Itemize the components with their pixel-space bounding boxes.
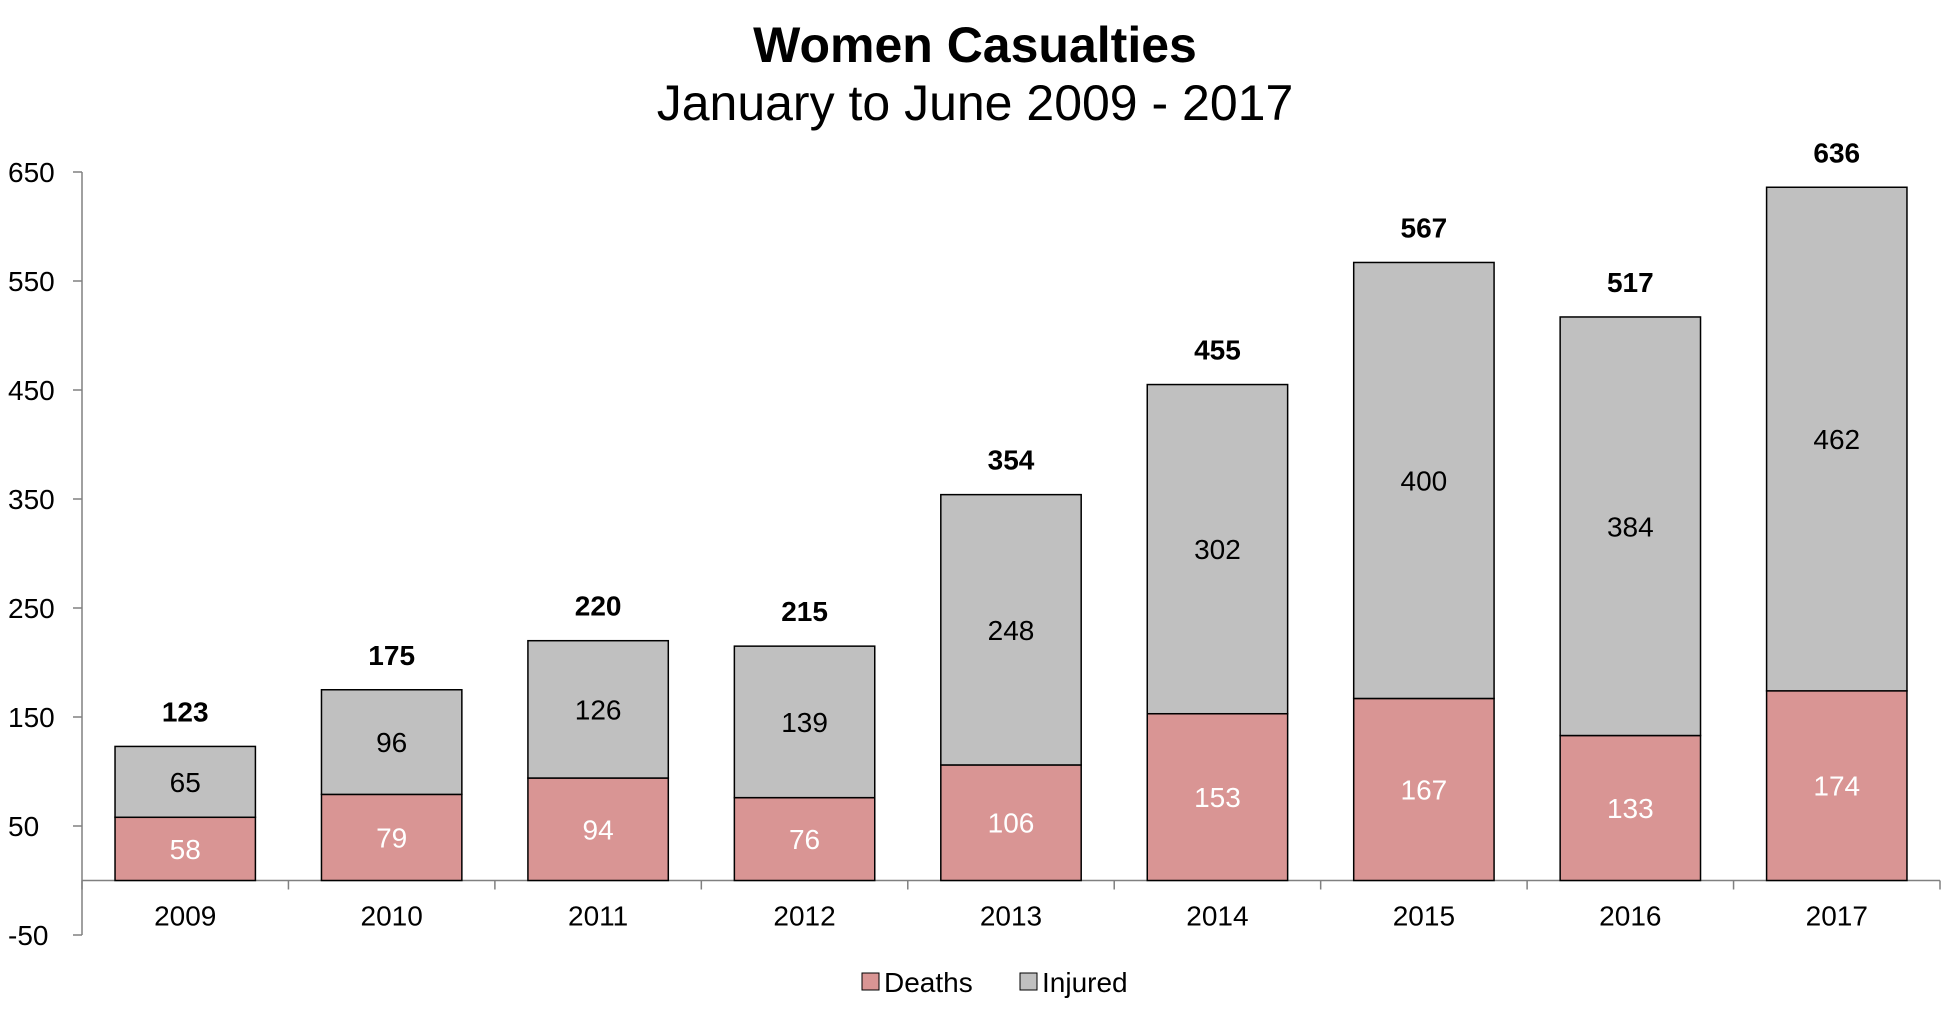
y-axis: 650 550 450 350 250 150 50 -50	[8, 157, 83, 951]
data-label-injured: 248	[988, 615, 1035, 646]
bar-injured	[320, 689, 463, 796]
data-label-total: 455	[1194, 335, 1241, 366]
bar-deaths	[1765, 690, 1908, 882]
bar-deaths	[733, 796, 876, 882]
data-label-deaths: 167	[1401, 774, 1448, 805]
data-label-injured: 65	[170, 767, 201, 798]
data-label-deaths: 133	[1607, 793, 1654, 824]
bar-injured	[1559, 316, 1702, 737]
bar-deaths	[320, 793, 463, 882]
y-tick-label: -50	[8, 920, 48, 951]
bar-injured	[1765, 186, 1908, 692]
x-category-label: 2014	[1186, 901, 1248, 932]
y-tick-label: 650	[8, 157, 55, 188]
data-label-injured: 462	[1813, 424, 1860, 455]
y-tick-label: 550	[8, 266, 55, 297]
x-category-label: 2011	[568, 901, 628, 932]
legend: Deaths Injured	[861, 967, 1128, 998]
bar-injured	[527, 639, 670, 779]
bar-deaths	[527, 777, 670, 882]
y-tick-label: 250	[8, 593, 55, 624]
x-category-label: 2016	[1599, 901, 1661, 932]
data-label-deaths: 79	[376, 822, 407, 853]
bar-deaths	[940, 764, 1082, 882]
x-axis: 2009 2010 2011 2012 2013 2014 2015 2016 2017	[81, 879, 1941, 932]
bar-injured	[1146, 383, 1289, 715]
legend-swatch-deaths	[861, 972, 880, 991]
legend-swatch-injured	[1019, 972, 1038, 991]
data-label-total: 215	[781, 596, 828, 627]
y-tick-label: 50	[8, 811, 39, 842]
data-label-total: 567	[1401, 212, 1448, 243]
bars	[114, 186, 1908, 882]
chart-title: Women Casualties	[753, 17, 1197, 73]
data-label-injured: 139	[781, 707, 828, 738]
x-category-label: 2012	[773, 901, 835, 932]
x-category-label: 2010	[361, 901, 423, 932]
data-label-injured: 384	[1607, 511, 1654, 542]
data-label-deaths: 153	[1194, 782, 1241, 813]
bar-deaths	[1559, 734, 1702, 882]
bar-injured	[1352, 261, 1495, 700]
data-label-total: 636	[1813, 137, 1860, 168]
data-label-total: 517	[1607, 267, 1654, 298]
data-label-deaths: 58	[170, 834, 201, 865]
chart-subtitle: January to June 2009 - 2017	[657, 75, 1294, 131]
y-tick-label: 450	[8, 375, 55, 406]
bar-deaths	[1352, 697, 1495, 882]
legend-label-injured: Injured	[1042, 967, 1128, 998]
data-label-deaths: 174	[1813, 771, 1860, 802]
legend-label-deaths: Deaths	[884, 967, 973, 998]
bar-deaths	[114, 816, 257, 882]
bar-injured	[733, 645, 876, 799]
bar-deaths	[1146, 712, 1289, 882]
data-label-total: 354	[988, 445, 1035, 476]
data-label-total: 175	[368, 640, 415, 671]
x-category-label: 2009	[154, 901, 216, 932]
x-category-label: 2015	[1393, 901, 1455, 932]
data-label-injured: 126	[575, 694, 622, 725]
data-label-injured: 96	[376, 727, 407, 758]
data-label-deaths: 94	[583, 814, 614, 845]
data-label-total: 123	[162, 696, 209, 727]
data-label-deaths: 76	[789, 824, 820, 855]
y-tick-label: 150	[8, 702, 55, 733]
bar-injured	[940, 493, 1082, 766]
data-label-injured: 302	[1194, 534, 1241, 565]
x-category-label: 2017	[1806, 901, 1868, 932]
data-label-deaths: 106	[988, 808, 1035, 839]
bar-injured	[114, 745, 257, 819]
data-labels: 58 65 123 79 96 175 94 126 220 76 139 215 106 248 354 1…	[162, 137, 1860, 865]
data-label-total: 220	[575, 591, 622, 622]
y-tick-label: 350	[8, 484, 55, 515]
x-category-label: 2013	[980, 901, 1042, 932]
data-label-injured: 400	[1401, 465, 1448, 496]
